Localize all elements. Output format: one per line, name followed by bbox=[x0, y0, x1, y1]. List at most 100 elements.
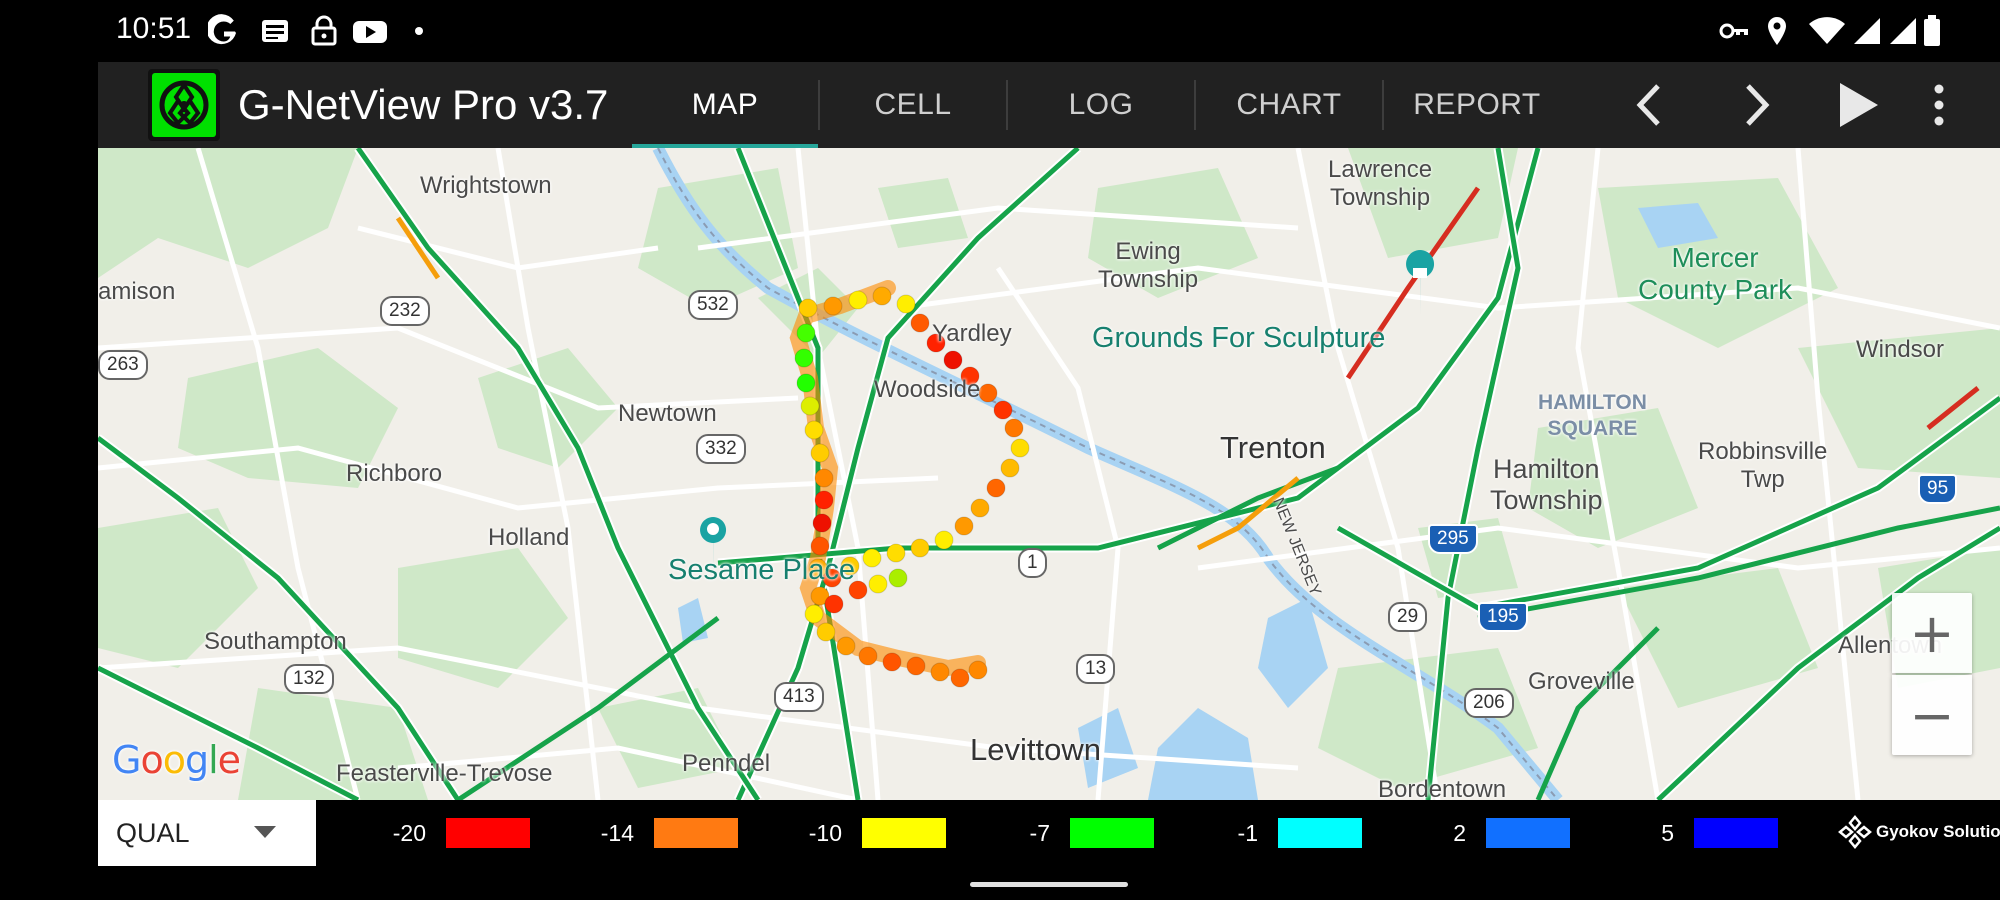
tab-cell[interactable]: CELL bbox=[820, 62, 1006, 148]
map-label-windsor: Windsor bbox=[1856, 336, 1945, 363]
legend-swatch bbox=[862, 818, 946, 848]
route-shield: 206 bbox=[1464, 688, 1514, 718]
legend-swatch bbox=[1278, 818, 1362, 848]
tab-report[interactable]: REPORT bbox=[1384, 62, 1570, 148]
legend-value: -7 bbox=[1029, 820, 1050, 846]
metric-dropdown-value: QUAL bbox=[116, 818, 190, 848]
app-bar: G-NetView Pro v3.7 MAP CELL LOG CHART RE… bbox=[98, 62, 2000, 148]
map-label-trenton: Trenton bbox=[1220, 430, 1326, 465]
route-shield: 195 bbox=[1478, 602, 1528, 632]
map-label-woodside: Woodside bbox=[874, 376, 981, 403]
tab-divider bbox=[1006, 80, 1008, 130]
route-shield: 95 bbox=[1918, 474, 1958, 504]
tab-cell-label: CELL bbox=[874, 88, 952, 121]
map-label-hamilton-square: HAMILTON SQUARE bbox=[1538, 391, 1647, 440]
tab-chart-label: CHART bbox=[1236, 88, 1342, 121]
map-label-newtown: Newtown bbox=[618, 400, 717, 427]
tab-report-label: REPORT bbox=[1413, 88, 1541, 121]
tab-map-label: MAP bbox=[691, 88, 759, 121]
dropdown-arrow-icon bbox=[254, 826, 276, 838]
map-label-ewing: Ewing Township bbox=[1098, 238, 1199, 293]
google-icon bbox=[208, 14, 236, 45]
chevron-right-icon[interactable] bbox=[1730, 80, 1780, 130]
zoom-out-button[interactable]: − bbox=[1892, 675, 1972, 755]
battery-icon bbox=[1924, 15, 1940, 46]
google-logo: Google bbox=[112, 738, 241, 782]
drive-route-trace bbox=[789, 280, 1030, 688]
map-view[interactable]: Wrightstown amison Newtown Richboro Holl… bbox=[98, 148, 2000, 800]
grounds-for-sculpture-marker bbox=[1406, 250, 1435, 316]
legend-swatch bbox=[1070, 818, 1154, 848]
home-indicator[interactable] bbox=[970, 882, 1128, 887]
legend-value: -1 bbox=[1237, 820, 1258, 846]
map-label-wrightstown: Wrightstown bbox=[420, 172, 552, 199]
lock-icon bbox=[311, 15, 337, 46]
legend-bar: QUAL -20 -14 -10 -7 -1 2 5 Gyokov Solutions bbox=[98, 800, 2000, 866]
wifi-icon bbox=[1809, 17, 1845, 44]
water bbox=[678, 203, 1718, 800]
chevron-left-icon[interactable] bbox=[1626, 80, 1676, 130]
map-label-feasterville: Feasterville-Trevose bbox=[336, 760, 553, 787]
signal-icon bbox=[1854, 18, 1880, 44]
legend-swatch bbox=[1694, 818, 1778, 848]
vendor-name: Gyokov Solutions bbox=[1876, 822, 2000, 841]
legend-swatch bbox=[1486, 818, 1570, 848]
map-label-holland: Holland bbox=[488, 524, 570, 551]
more-vert-icon[interactable] bbox=[1924, 80, 1954, 130]
map-canvas bbox=[98, 148, 2000, 800]
tab-chart[interactable]: CHART bbox=[1196, 62, 1382, 148]
news-icon bbox=[262, 20, 288, 42]
map-label-robbinsville: Robbinsville Twp bbox=[1698, 438, 1828, 493]
route-shield: 1 bbox=[1018, 548, 1047, 578]
legend-value: -10 bbox=[808, 820, 842, 846]
legend-value: -14 bbox=[600, 820, 634, 846]
dot-icon bbox=[415, 27, 423, 35]
route-shield: 13 bbox=[1076, 654, 1116, 684]
legend-swatch bbox=[446, 818, 530, 848]
tab-divider bbox=[818, 80, 820, 130]
route-shield: 232 bbox=[380, 296, 430, 326]
legend-value: 2 bbox=[1453, 820, 1466, 846]
route-shield: 332 bbox=[696, 434, 746, 464]
legend-value: 5 bbox=[1661, 820, 1674, 846]
map-label-richboro: Richboro bbox=[346, 460, 443, 487]
state-border bbox=[657, 148, 1559, 800]
map-label-grounds-for-sculpture[interactable]: Grounds For Sculpture bbox=[1092, 322, 1386, 354]
vendor-logo: Gyokov Solutions bbox=[1838, 812, 2000, 852]
map-label-groveville: Groveville bbox=[1528, 668, 1635, 695]
tab-map[interactable]: MAP bbox=[632, 62, 818, 148]
route-shield: 29 bbox=[1388, 602, 1428, 632]
youtube-icon bbox=[353, 21, 387, 43]
route-shield: 413 bbox=[774, 682, 824, 712]
tab-log-label: LOG bbox=[1068, 88, 1134, 121]
tab-log[interactable]: LOG bbox=[1008, 62, 1194, 148]
map-label-levittown: Levittown bbox=[970, 732, 1101, 767]
route-shield: 532 bbox=[688, 290, 738, 320]
vpn-key-icon bbox=[1719, 23, 1748, 39]
map-label-southampton: Southampton bbox=[204, 628, 347, 655]
status-bar: 10:51 bbox=[0, 0, 2000, 62]
map-label-yardley: Yardley bbox=[932, 320, 1012, 347]
app-logo-icon bbox=[148, 69, 220, 141]
map-label-mercer-county-park: Mercer County Park bbox=[1638, 242, 1793, 305]
map-label-bordentown: Bordentown bbox=[1378, 776, 1507, 800]
play-icon[interactable] bbox=[1832, 80, 1882, 130]
map-label-lawrence: Lawrence Township bbox=[1328, 156, 1433, 211]
route-shield: 295 bbox=[1428, 524, 1478, 554]
tab-divider bbox=[1194, 80, 1196, 130]
location-icon bbox=[1768, 17, 1786, 45]
metric-dropdown[interactable]: QUAL bbox=[98, 800, 316, 866]
legend-swatch bbox=[654, 818, 738, 848]
zoom-in-button[interactable]: + bbox=[1892, 593, 1972, 673]
map-label-hamilton-township: Hamilton Township bbox=[1490, 454, 1603, 515]
status-time: 10:51 bbox=[116, 12, 192, 45]
legend-value: -20 bbox=[392, 820, 426, 846]
map-label-sesame-place[interactable]: Sesame Place bbox=[668, 554, 855, 586]
sesame-place-marker bbox=[700, 517, 727, 578]
route-shield: 263 bbox=[98, 350, 148, 380]
map-label-penndel: Penndel bbox=[682, 750, 771, 777]
signal-icon bbox=[1890, 18, 1916, 44]
app-title: G-NetView Pro v3.7 bbox=[238, 81, 609, 128]
gyokov-logo-icon bbox=[1838, 815, 1872, 849]
route-shield: 132 bbox=[284, 664, 334, 694]
